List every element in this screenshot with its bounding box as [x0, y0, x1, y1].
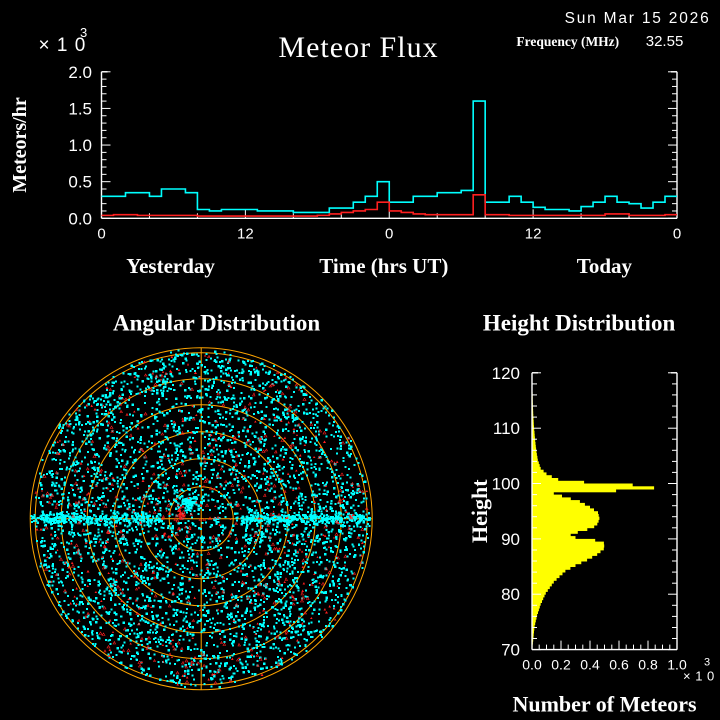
svg-text:0.8: 0.8: [638, 657, 658, 673]
svg-text:1.0: 1.0: [68, 136, 92, 155]
svg-text:0.6: 0.6: [609, 657, 629, 673]
svg-text:Height: Height: [467, 479, 492, 543]
svg-text:120: 120: [492, 364, 520, 383]
svg-text:Today: Today: [577, 254, 633, 278]
svg-text:0.0: 0.0: [68, 209, 92, 228]
svg-text:Meteors/hr: Meteors/hr: [9, 97, 31, 193]
svg-text:100: 100: [492, 475, 520, 494]
svg-text:12: 12: [525, 225, 542, 242]
svg-text:90: 90: [501, 530, 520, 549]
svg-text:Angular Distribution: Angular Distribution: [113, 311, 320, 336]
svg-text:× 1 0: × 1 0: [683, 669, 715, 684]
svg-text:3: 3: [704, 657, 710, 669]
svg-text:0: 0: [385, 225, 393, 242]
svg-text:Time (hrs UT): Time (hrs UT): [319, 254, 448, 278]
svg-text:Frequency (MHz): Frequency (MHz): [516, 34, 619, 49]
svg-text:Height Distribution: Height Distribution: [483, 311, 676, 336]
svg-text:Yesterday: Yesterday: [126, 254, 215, 278]
svg-text:0.5: 0.5: [68, 173, 92, 192]
svg-text:70: 70: [501, 641, 520, 660]
svg-text:Number of Meteors: Number of Meteors: [512, 692, 697, 717]
svg-text:Sun Mar 15 2026: Sun Mar 15 2026: [565, 10, 711, 27]
svg-text:3: 3: [80, 25, 87, 40]
svg-text:32.55: 32.55: [646, 33, 684, 50]
svg-text:110: 110: [493, 419, 520, 438]
svg-text:2.0: 2.0: [68, 63, 92, 82]
svg-text:0: 0: [97, 225, 105, 242]
svg-text:12: 12: [237, 225, 254, 242]
svg-text:0.0: 0.0: [522, 657, 542, 673]
svg-text:0.4: 0.4: [580, 657, 600, 673]
svg-text:0.2: 0.2: [551, 657, 571, 673]
svg-text:80: 80: [501, 585, 520, 604]
svg-text:0: 0: [673, 225, 681, 242]
svg-text:1.5: 1.5: [68, 99, 92, 118]
svg-text:Meteor Flux: Meteor Flux: [278, 31, 438, 64]
